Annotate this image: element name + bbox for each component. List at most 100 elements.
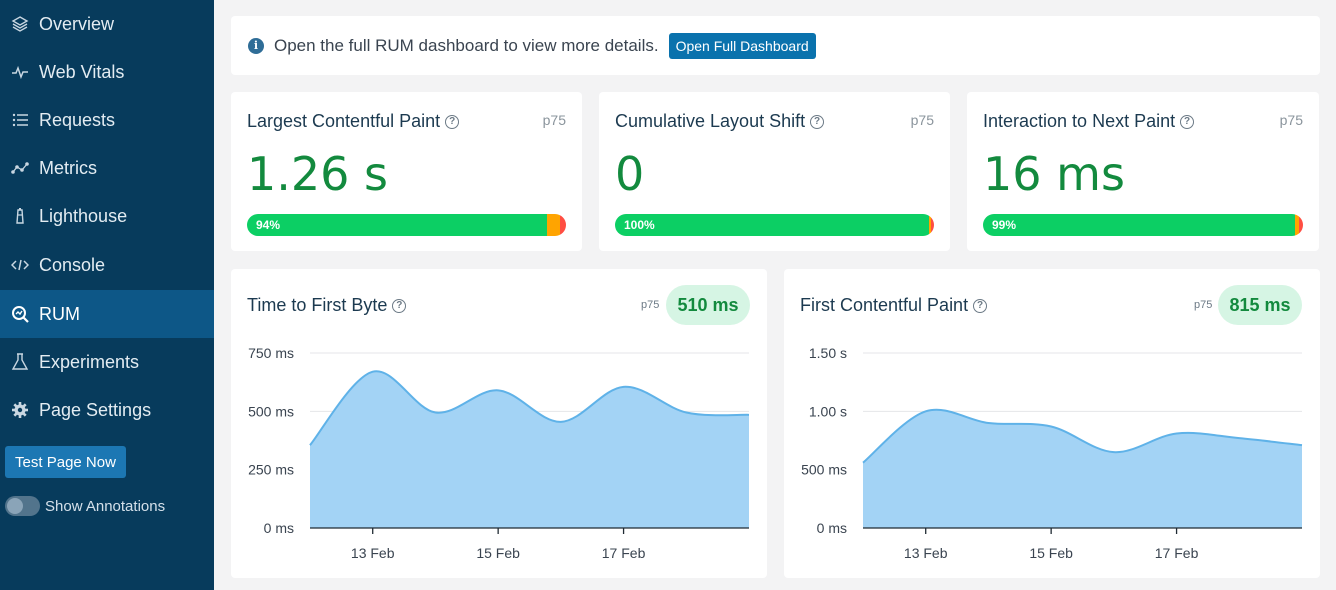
metric-title-text: Interaction to Next Paint xyxy=(983,111,1176,131)
good-percent-label: 99% xyxy=(992,218,1017,232)
metric-title: Cumulative Layout Shift ? xyxy=(615,111,825,132)
needs-improvement-segment xyxy=(1295,214,1299,236)
metric-title-text: Cumulative Layout Shift xyxy=(615,111,806,131)
percentile-label: p75 xyxy=(1194,299,1213,311)
percentile-label: p75 xyxy=(1279,112,1303,128)
layers-icon xyxy=(10,14,30,34)
toggle-knob xyxy=(7,498,23,514)
chart-title-text: Time to First Byte xyxy=(247,295,388,315)
poor-segment xyxy=(931,214,934,236)
code-icon xyxy=(10,255,30,275)
p75-value-badge: 510 ms xyxy=(666,285,750,325)
sidebar-item-label: Page Settings xyxy=(39,399,152,420)
metric-value: 0 xyxy=(615,147,645,201)
chart-card-ttfb: Time to First Byte ? p75 510 ms 0 ms 250 … xyxy=(231,269,767,578)
banner-text: Open the full RUM dashboard to view more… xyxy=(274,35,659,55)
help-icon[interactable]: ? xyxy=(392,298,407,313)
ttfb-chart: 0 ms 250 ms 500 ms 750 ms 13 Feb 15 Feb 17 Feb xyxy=(248,345,750,561)
sidebar-item-console[interactable]: Console xyxy=(0,241,214,289)
show-annotations-toggle[interactable] xyxy=(5,496,40,516)
x-tick-label: 17 Feb xyxy=(1155,545,1199,561)
y-tick-label: 1.00 s xyxy=(809,403,847,419)
pulse-icon xyxy=(10,62,30,82)
y-tick-label: 250 ms xyxy=(248,462,294,478)
series-line xyxy=(862,408,1303,464)
sidebar-item-metrics[interactable]: Metrics xyxy=(0,144,214,192)
show-annotations-row: Show Annotations xyxy=(5,496,165,516)
flask-icon xyxy=(10,352,30,372)
sidebar-item-overview[interactable]: Overview xyxy=(0,0,214,48)
metric-title: Largest Contentful Paint ? xyxy=(247,111,460,132)
p75-value-badge: 815 ms xyxy=(1218,285,1302,325)
chart-card-fcp: First Contentful Paint ? p75 815 ms 0 ms… xyxy=(784,269,1320,578)
x-tick-label: 15 Feb xyxy=(1029,545,1073,561)
info-icon: i xyxy=(248,37,264,54)
search-analytics-icon xyxy=(10,304,30,324)
help-icon[interactable]: ? xyxy=(1180,114,1195,129)
rum-info-banner: i Open the full RUM dashboard to view mo… xyxy=(231,16,1320,75)
percentile-label: p75 xyxy=(910,112,934,128)
sidebar-item-label: Console xyxy=(39,254,106,275)
distribution-bar: 100% xyxy=(615,214,934,236)
poor-segment xyxy=(559,214,566,236)
metric-value: 16 ms xyxy=(983,147,1125,201)
needs-improvement-segment xyxy=(928,214,932,236)
chart-title-text: First Contentful Paint xyxy=(800,295,969,315)
y-tick-label: 500 ms xyxy=(801,462,847,478)
y-tick-label: 750 ms xyxy=(248,345,294,361)
good-segment: 94% xyxy=(247,214,547,236)
series-area xyxy=(863,409,1302,528)
show-annotations-label: Show Annotations xyxy=(45,497,166,515)
help-icon[interactable]: ? xyxy=(973,298,988,313)
x-tick-label: 13 Feb xyxy=(904,545,948,561)
sidebar-item-label: Experiments xyxy=(39,351,140,372)
sidebar-item-label: Metrics xyxy=(39,157,97,178)
metric-card-lcp: Largest Contentful Paint ? p75 1.26 s 94… xyxy=(231,92,582,251)
test-page-now-button[interactable]: Test Page Now xyxy=(5,446,126,478)
y-tick-label: 0 ms xyxy=(264,520,294,536)
sidebar-item-label: Lighthouse xyxy=(39,205,128,226)
lighthouse-icon xyxy=(10,206,30,226)
help-icon[interactable]: ? xyxy=(445,114,460,129)
sidebar-item-label: RUM xyxy=(39,303,80,324)
poor-segment xyxy=(1298,214,1303,236)
help-icon[interactable]: ? xyxy=(810,114,825,129)
chart-title: Time to First Byte ? xyxy=(247,295,407,316)
distribution-bar: 94% xyxy=(247,214,566,236)
x-tick-label: 13 Feb xyxy=(351,545,395,561)
good-percent-label: 100% xyxy=(624,218,655,232)
sidebar-item-label: Overview xyxy=(39,13,115,34)
y-tick-label: 500 ms xyxy=(248,403,294,419)
x-tick-label: 15 Feb xyxy=(476,545,520,561)
line-graph-icon xyxy=(10,158,30,178)
sidebar-item-rum[interactable]: RUM xyxy=(0,290,214,338)
percentile-label: p75 xyxy=(542,112,566,128)
list-icon xyxy=(10,110,30,130)
metric-card-inp: Interaction to Next Paint ? p75 16 ms 99… xyxy=(967,92,1319,251)
metric-title: Interaction to Next Paint ? xyxy=(983,111,1195,132)
fcp-chart: 0 ms 500 ms 1.00 s 1.50 s 13 Feb 15 Feb 17 Feb xyxy=(801,345,1303,561)
open-full-dashboard-button[interactable]: Open Full Dashboard xyxy=(668,32,816,59)
good-segment: 99% xyxy=(983,214,1295,236)
y-tick-label: 1.50 s xyxy=(809,345,847,361)
sidebar-item-label: Web Vitals xyxy=(39,61,125,82)
sidebar-item-label: Requests xyxy=(39,109,116,130)
sidebar-item-page-settings[interactable]: Page Settings xyxy=(0,386,214,434)
series-area xyxy=(310,371,749,528)
x-tick-label: 17 Feb xyxy=(602,545,646,561)
y-tick-label: 0 ms xyxy=(817,520,847,536)
distribution-bar: 99% xyxy=(983,214,1303,236)
gear-icon xyxy=(10,400,30,420)
chart-title: First Contentful Paint ? xyxy=(800,295,988,316)
sidebar-item-requests[interactable]: Requests xyxy=(0,96,214,144)
metric-card-cls: Cumulative Layout Shift ? p75 0 100% xyxy=(599,92,950,251)
good-segment: 100% xyxy=(615,214,929,236)
metric-title-text: Largest Contentful Paint xyxy=(247,111,441,131)
sidebar-item-lighthouse[interactable]: Lighthouse xyxy=(0,192,214,240)
percentile-label: p75 xyxy=(641,299,660,311)
sidebar-item-web-vitals[interactable]: Web Vitals xyxy=(0,48,214,96)
sidebar: Overview Web Vitals Requests Metrics Lig… xyxy=(0,0,214,590)
series-line xyxy=(309,370,750,446)
good-percent-label: 94% xyxy=(256,218,281,232)
sidebar-item-experiments[interactable]: Experiments xyxy=(0,338,214,386)
